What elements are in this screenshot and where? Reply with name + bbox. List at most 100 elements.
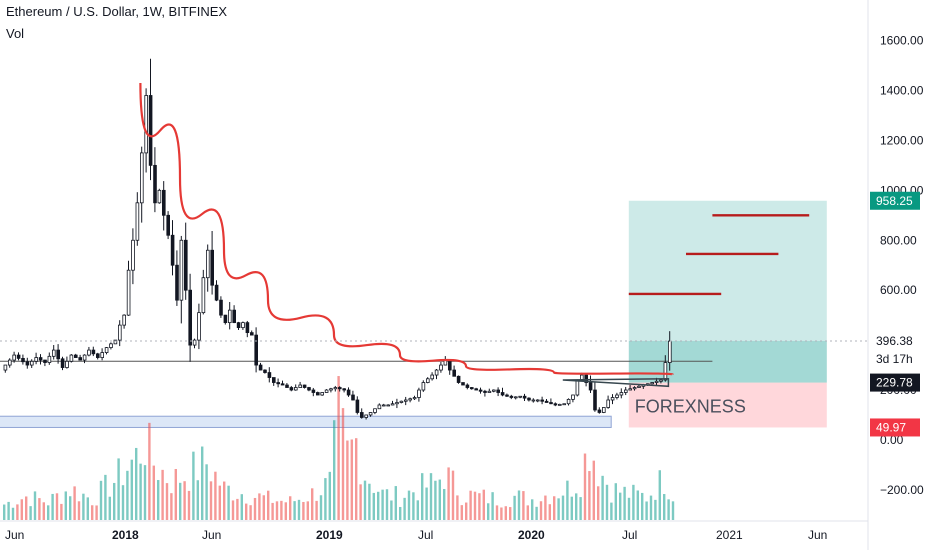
volume-bar (3, 504, 6, 520)
candle-body (452, 369, 456, 377)
volume-bar (258, 493, 261, 520)
volume-bar (280, 500, 283, 520)
volume-bar (333, 420, 336, 520)
volume-bar (456, 495, 459, 520)
candle-body (3, 364, 8, 371)
volume-bar (223, 481, 226, 520)
volume-bar (328, 471, 331, 520)
volume-bar (121, 485, 125, 520)
volume-bar (610, 502, 613, 520)
entry-price-tag: 229.78 (876, 376, 913, 390)
candle-body (227, 309, 232, 324)
candle-body (43, 359, 47, 363)
candle-body (153, 164, 157, 204)
x-tick-label: 2021 (716, 528, 743, 542)
candle-body (249, 332, 254, 336)
candle-body (509, 395, 514, 398)
decay-curve (139, 83, 674, 376)
y-tick-label: 1600.00 (880, 34, 924, 48)
x-tick-label: Jul (622, 528, 637, 542)
candle-body (188, 289, 193, 346)
candle-body (553, 403, 558, 406)
volume-bar (311, 488, 314, 520)
candle-body (632, 387, 637, 390)
volume-bar (143, 465, 147, 520)
candle-body (7, 359, 12, 366)
candle-body (311, 389, 316, 393)
x-tick-label: Jun (5, 528, 24, 542)
candle-body (38, 357, 43, 361)
candle-body (351, 394, 355, 401)
candle-body (659, 379, 663, 382)
x-tick-label: Jun (808, 528, 827, 542)
volume-bar (434, 480, 437, 520)
volume-bar (262, 495, 265, 520)
candle-body (663, 362, 668, 381)
y-tick-label: 1400.00 (880, 83, 924, 97)
volume-bar (627, 497, 631, 520)
candle-body (293, 387, 298, 391)
candle-body (395, 402, 399, 405)
candle-body (337, 387, 342, 390)
candle-body (289, 387, 294, 391)
volume-bar (632, 484, 635, 520)
candle-body (175, 264, 179, 301)
target-price-tag: 958.25 (876, 194, 913, 208)
candle-body (584, 374, 588, 383)
volume-bar (390, 500, 393, 520)
volume-bar (522, 491, 525, 520)
candle-body (320, 392, 324, 396)
volume-bar (601, 475, 604, 520)
volume-bar (130, 459, 133, 520)
volume-bar (69, 496, 72, 520)
volume-bar (135, 447, 138, 520)
candle-body (469, 387, 474, 390)
volume-bar (275, 501, 279, 520)
volume-bar (394, 486, 397, 520)
volume-bar (319, 495, 323, 520)
volume-bar (249, 505, 252, 520)
volume-bar (201, 446, 204, 520)
volume-bar (649, 495, 653, 520)
volume-bar (38, 498, 41, 520)
volume-bar (271, 502, 274, 520)
candle-body (333, 387, 338, 390)
profit-zone (628, 200, 827, 383)
candle-body (161, 189, 166, 216)
candle-body (549, 402, 553, 405)
volume-bar (33, 491, 37, 520)
volume-bar (473, 491, 477, 520)
candle-body (505, 394, 509, 397)
volume-bar (553, 496, 556, 520)
bar-countdown-tag-bg (870, 350, 920, 368)
candle-body (254, 334, 259, 366)
candle-body (135, 202, 140, 241)
volume-bar (165, 483, 169, 520)
candle-body (16, 354, 21, 359)
target-price-tag-bg (870, 191, 920, 210)
candle-body (668, 340, 672, 363)
volume-bar (623, 486, 626, 520)
candle-body (78, 357, 83, 361)
y-tick-label: 600.00 (880, 283, 917, 297)
candle-body (179, 239, 184, 301)
candle-body (139, 152, 144, 204)
x-tick-label: Jul (418, 528, 433, 542)
stop-price-tag: 49.97 (876, 420, 906, 434)
candle-body (298, 384, 302, 388)
volume-bar (509, 507, 512, 520)
candle-body (637, 385, 641, 388)
volume-bar (592, 460, 595, 520)
volume-bar (11, 507, 15, 520)
volume-bar (25, 496, 28, 520)
volume-bar (443, 488, 446, 520)
candle-body (82, 354, 87, 361)
volume-bar (240, 494, 243, 520)
volume-indicator-label[interactable]: Vol (6, 26, 25, 41)
volume-bar (482, 489, 485, 520)
candle-body (615, 394, 619, 398)
volume-bar (363, 480, 367, 520)
volume-bar (245, 503, 248, 520)
candle-body (271, 377, 276, 383)
